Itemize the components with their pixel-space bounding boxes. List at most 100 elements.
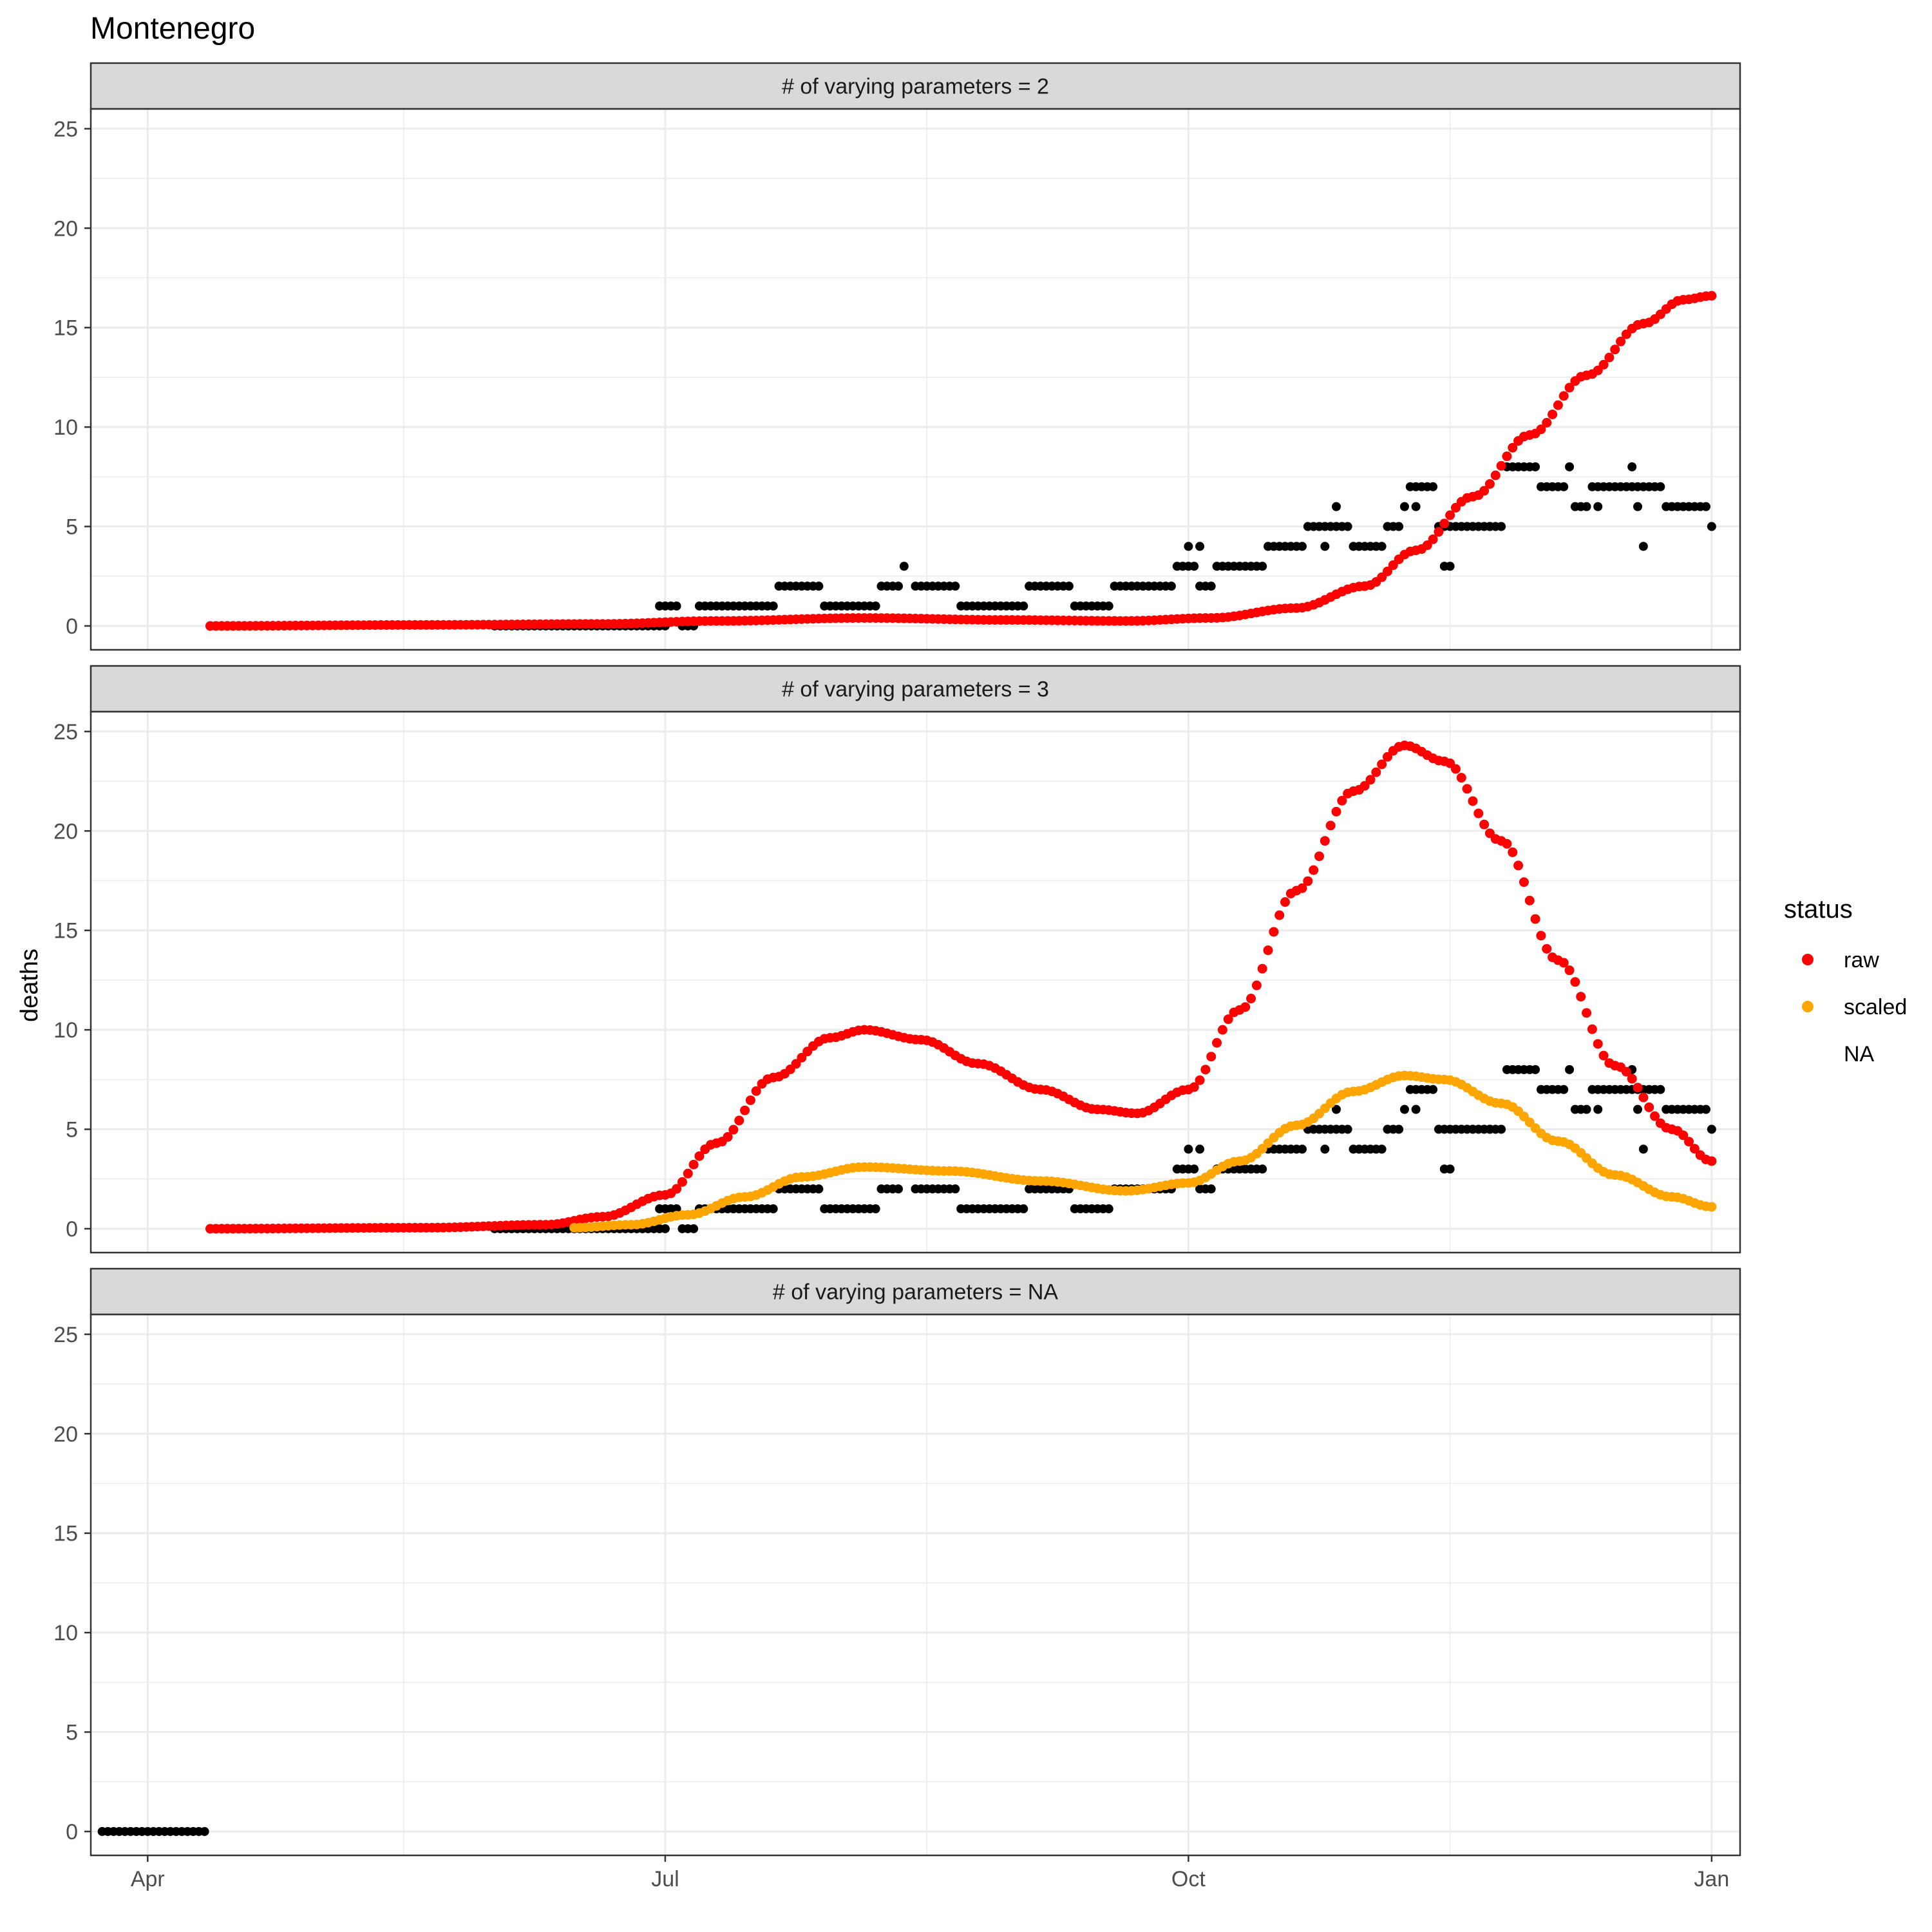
data-point (768, 1204, 778, 1214)
legend: status raw scaled NA (1784, 895, 1907, 1066)
facet-strip-label: # of varying parameters = 2 (782, 75, 1049, 99)
curve-point (1707, 1156, 1717, 1166)
data-point (1565, 462, 1575, 471)
curve-point (1314, 851, 1325, 862)
curve-point (1263, 945, 1273, 956)
data-point (1320, 1144, 1330, 1154)
y-tick-label: 0 (66, 1217, 78, 1242)
panel-background (91, 1314, 1740, 1855)
curve-point (1536, 424, 1546, 435)
data-point (1701, 502, 1711, 511)
curve-point (1502, 838, 1512, 849)
curve-point (728, 1124, 739, 1135)
curve-point (1542, 417, 1552, 428)
curve-point (1331, 806, 1341, 817)
y-axis-label: deaths (16, 949, 43, 1022)
data-point (1707, 1124, 1716, 1134)
data-point (1656, 1084, 1665, 1094)
data-point (768, 601, 778, 611)
data-point (1531, 1065, 1540, 1074)
series-observed (97, 1826, 209, 1836)
curve-point (1638, 1092, 1649, 1103)
data-point (1104, 601, 1113, 611)
x-tick-label: Jan (1694, 1867, 1729, 1891)
curve-point (1479, 486, 1490, 496)
data-point (1189, 1164, 1199, 1174)
curve-point (1519, 877, 1529, 887)
curve-point (1274, 910, 1285, 920)
curve-point (1604, 352, 1615, 363)
data-point (1206, 1184, 1216, 1194)
curve-point (1297, 883, 1307, 893)
curve-point (1439, 518, 1450, 529)
y-tick-label: 5 (66, 1721, 78, 1745)
data-point (1172, 562, 1182, 571)
data-point (1445, 1164, 1455, 1174)
curve-point (1530, 914, 1540, 924)
curve-point (1325, 820, 1336, 831)
curve-point (1508, 442, 1518, 453)
curve-point (672, 1184, 682, 1194)
curve-point (1689, 1144, 1700, 1154)
data-point (1445, 562, 1455, 571)
facet-panel: # of varying parameters = 2 0 5 10 15 20 25 (53, 62, 1741, 651)
curve-point (1382, 752, 1392, 762)
data-point (1184, 1144, 1193, 1154)
facet-strip (90, 665, 1741, 713)
curve-point (1548, 409, 1558, 419)
curve-point (1217, 1025, 1227, 1035)
curve-point (1309, 865, 1319, 875)
curve-point (1633, 1083, 1643, 1093)
curve-point (1684, 1137, 1694, 1147)
data-point (894, 582, 904, 591)
curve-point (740, 1105, 750, 1115)
curve-point (1428, 534, 1438, 544)
data-point (1258, 1164, 1267, 1174)
curve-point (1502, 451, 1512, 462)
legend-item: scaled (1802, 995, 1907, 1019)
y-tick-label: 10 (53, 415, 78, 440)
data-point (1707, 522, 1716, 531)
series-raw (205, 741, 1717, 1234)
data-point (1627, 462, 1637, 471)
data-point (1638, 542, 1648, 551)
curve-point (1536, 931, 1546, 941)
facet-strip-label: # of varying parameters = 3 (782, 677, 1049, 702)
curve-point (1610, 345, 1620, 355)
data-point (1411, 502, 1421, 511)
curve-point (1206, 1052, 1217, 1062)
curve-point (1382, 566, 1392, 576)
data-point (1497, 522, 1506, 531)
series-raw (205, 290, 1717, 631)
curve-point (1269, 927, 1279, 937)
curve-point (1508, 847, 1518, 857)
data-point (1559, 482, 1569, 491)
y-tick-label: 25 (53, 720, 78, 744)
data-point (1593, 502, 1603, 511)
data-point (672, 1204, 681, 1214)
data-point (1343, 522, 1352, 531)
curve-point (1371, 767, 1381, 777)
data-point (1485, 1124, 1495, 1134)
curve-point (1479, 819, 1490, 829)
data-point (1633, 502, 1643, 511)
curve-point (1644, 1102, 1654, 1112)
data-point (1377, 542, 1387, 551)
legend-label: NA (1844, 1042, 1875, 1066)
data-point (894, 1184, 904, 1194)
data-point (1377, 1144, 1387, 1154)
data-point (1531, 462, 1540, 471)
y-tick-label: 5 (66, 515, 78, 540)
curve-point (1576, 992, 1586, 1002)
curve-point (1434, 527, 1444, 537)
curve-point (734, 1115, 744, 1126)
y-tick-label: 0 (66, 1820, 78, 1844)
curve-point (1524, 895, 1535, 905)
data-point (1399, 1104, 1409, 1114)
data-point (1343, 1124, 1352, 1134)
curve-point (1490, 470, 1501, 480)
curve-point (1359, 781, 1370, 791)
facet-panel: # of varying parameters = NA 0 5 10 15 20 25 Ap… (53, 1267, 1741, 1891)
curve-point (745, 1095, 755, 1105)
